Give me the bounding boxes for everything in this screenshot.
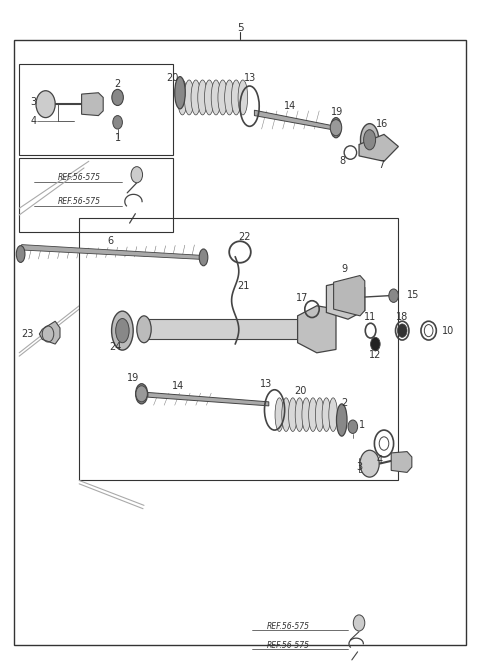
Polygon shape bbox=[144, 319, 298, 339]
Ellipse shape bbox=[302, 398, 311, 431]
Circle shape bbox=[371, 337, 380, 351]
Ellipse shape bbox=[288, 398, 297, 431]
Text: 16: 16 bbox=[375, 120, 388, 129]
Ellipse shape bbox=[238, 80, 248, 115]
Circle shape bbox=[112, 89, 123, 106]
Text: 2: 2 bbox=[114, 79, 121, 89]
Circle shape bbox=[136, 386, 147, 402]
Circle shape bbox=[353, 615, 365, 631]
Bar bbox=[79, 218, 398, 480]
Text: 4: 4 bbox=[376, 455, 382, 464]
Text: 9: 9 bbox=[342, 264, 348, 274]
Text: 11: 11 bbox=[364, 312, 377, 322]
Ellipse shape bbox=[331, 118, 341, 138]
Text: 10: 10 bbox=[442, 326, 454, 335]
Text: 20: 20 bbox=[167, 73, 179, 83]
Ellipse shape bbox=[315, 398, 324, 431]
Polygon shape bbox=[334, 276, 365, 316]
Ellipse shape bbox=[218, 80, 228, 115]
Text: 1: 1 bbox=[359, 420, 365, 429]
Text: REF.56-575: REF.56-575 bbox=[266, 622, 310, 631]
Polygon shape bbox=[391, 452, 412, 472]
Ellipse shape bbox=[309, 398, 317, 431]
Polygon shape bbox=[298, 306, 336, 353]
Ellipse shape bbox=[178, 80, 187, 115]
Ellipse shape bbox=[360, 124, 379, 156]
Ellipse shape bbox=[175, 77, 185, 109]
Ellipse shape bbox=[204, 80, 214, 115]
Ellipse shape bbox=[329, 398, 337, 431]
Ellipse shape bbox=[225, 80, 234, 115]
Text: 19: 19 bbox=[127, 373, 140, 382]
Text: 23: 23 bbox=[21, 329, 34, 339]
Ellipse shape bbox=[334, 284, 358, 310]
Text: 18: 18 bbox=[396, 312, 408, 322]
Text: REF.56-575: REF.56-575 bbox=[58, 197, 101, 206]
Ellipse shape bbox=[364, 130, 376, 150]
Ellipse shape bbox=[336, 404, 347, 436]
Ellipse shape bbox=[135, 384, 148, 404]
Text: 24: 24 bbox=[109, 342, 121, 351]
Ellipse shape bbox=[275, 398, 284, 431]
Bar bbox=[19, 158, 173, 232]
Text: 3: 3 bbox=[30, 97, 36, 107]
Text: 12: 12 bbox=[369, 351, 382, 360]
Text: 8: 8 bbox=[340, 157, 346, 166]
Ellipse shape bbox=[198, 80, 207, 115]
Text: 20: 20 bbox=[294, 386, 306, 396]
Circle shape bbox=[348, 420, 358, 433]
Circle shape bbox=[36, 91, 55, 118]
Ellipse shape bbox=[211, 80, 221, 115]
Text: REF.56-575: REF.56-575 bbox=[58, 173, 101, 182]
Circle shape bbox=[330, 120, 342, 136]
Circle shape bbox=[113, 116, 122, 129]
Text: 14: 14 bbox=[172, 381, 185, 390]
Text: 14: 14 bbox=[284, 101, 297, 110]
Ellipse shape bbox=[111, 311, 133, 350]
Ellipse shape bbox=[191, 80, 201, 115]
Text: REF.56-575: REF.56-575 bbox=[266, 640, 310, 650]
Ellipse shape bbox=[16, 246, 25, 263]
Circle shape bbox=[131, 167, 143, 183]
Bar bbox=[19, 64, 173, 155]
Ellipse shape bbox=[116, 319, 129, 343]
Ellipse shape bbox=[137, 316, 151, 343]
Ellipse shape bbox=[295, 398, 304, 431]
Text: 15: 15 bbox=[407, 290, 420, 300]
Ellipse shape bbox=[231, 80, 241, 115]
Circle shape bbox=[360, 450, 379, 477]
Text: 21: 21 bbox=[238, 281, 250, 290]
Ellipse shape bbox=[199, 249, 208, 265]
Polygon shape bbox=[326, 281, 365, 319]
Text: 19: 19 bbox=[331, 108, 344, 117]
Ellipse shape bbox=[282, 398, 290, 431]
Text: 6: 6 bbox=[108, 236, 113, 245]
Polygon shape bbox=[254, 110, 336, 130]
Ellipse shape bbox=[322, 398, 331, 431]
Polygon shape bbox=[22, 245, 202, 259]
Text: 2: 2 bbox=[341, 398, 348, 408]
Circle shape bbox=[397, 324, 407, 337]
Circle shape bbox=[389, 289, 398, 302]
Text: 5: 5 bbox=[237, 24, 243, 33]
Polygon shape bbox=[39, 321, 60, 344]
Polygon shape bbox=[359, 134, 398, 161]
Ellipse shape bbox=[184, 80, 194, 115]
Text: 17: 17 bbox=[296, 294, 309, 303]
Text: 1: 1 bbox=[115, 133, 120, 142]
Text: 3: 3 bbox=[356, 462, 362, 472]
Polygon shape bbox=[82, 93, 103, 116]
Text: 22: 22 bbox=[239, 232, 251, 241]
Text: 7: 7 bbox=[378, 160, 385, 169]
Text: 4: 4 bbox=[30, 116, 36, 126]
Text: 13: 13 bbox=[260, 380, 273, 389]
Text: 13: 13 bbox=[243, 73, 256, 83]
Polygon shape bbox=[148, 392, 269, 406]
